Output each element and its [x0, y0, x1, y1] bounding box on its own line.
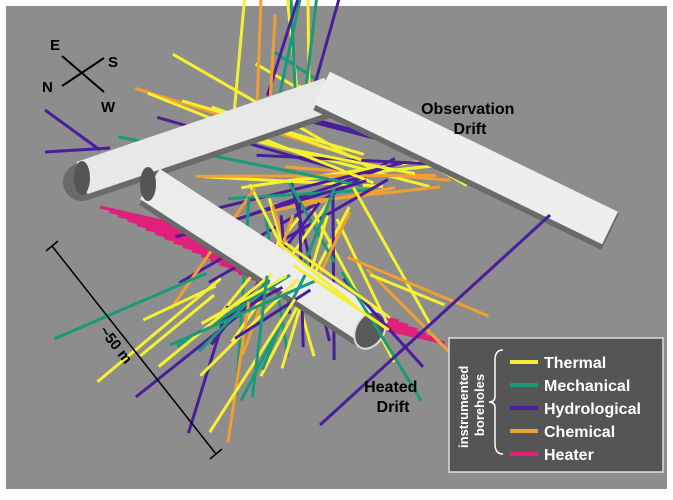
drift-end [140, 167, 156, 201]
legend-label: Chemical [544, 424, 615, 441]
label-line: Drift [454, 121, 488, 138]
label-line: Heated [364, 379, 417, 396]
legend-label: Hydrological [544, 401, 641, 418]
compass-label: E [50, 37, 60, 54]
legend-title: instrumented boreholes [456, 362, 487, 448]
page: E S N W Observation Drift Heated Drift ~… [0, 0, 673, 500]
legend-label: Mechanical [544, 378, 630, 395]
compass-label: N [42, 79, 53, 96]
legend: instrumented boreholes Thermal Mechanical… [449, 338, 663, 472]
drift-end [74, 161, 90, 195]
legend-label: Heater [544, 447, 594, 464]
legend-title-line: instrumented [456, 366, 471, 448]
label-line: Observation [421, 101, 514, 118]
legend-label: Thermal [544, 355, 606, 372]
compass-label: S [108, 54, 118, 71]
legend-title-line: boreholes [472, 374, 487, 436]
label-line: Drift [377, 399, 411, 416]
compass-label: W [101, 99, 116, 116]
diagram: E S N W Observation Drift Heated Drift ~… [0, 0, 673, 495]
